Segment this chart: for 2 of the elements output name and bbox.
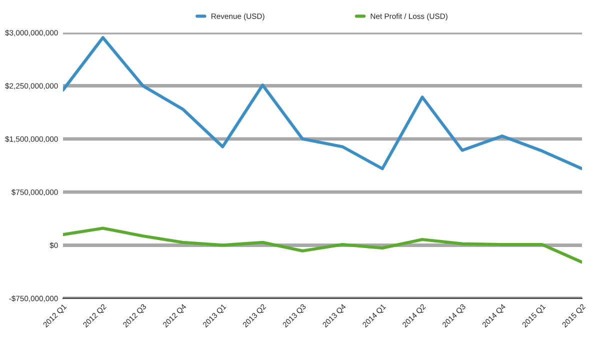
line-series xyxy=(63,36,582,170)
line-series xyxy=(63,226,582,264)
